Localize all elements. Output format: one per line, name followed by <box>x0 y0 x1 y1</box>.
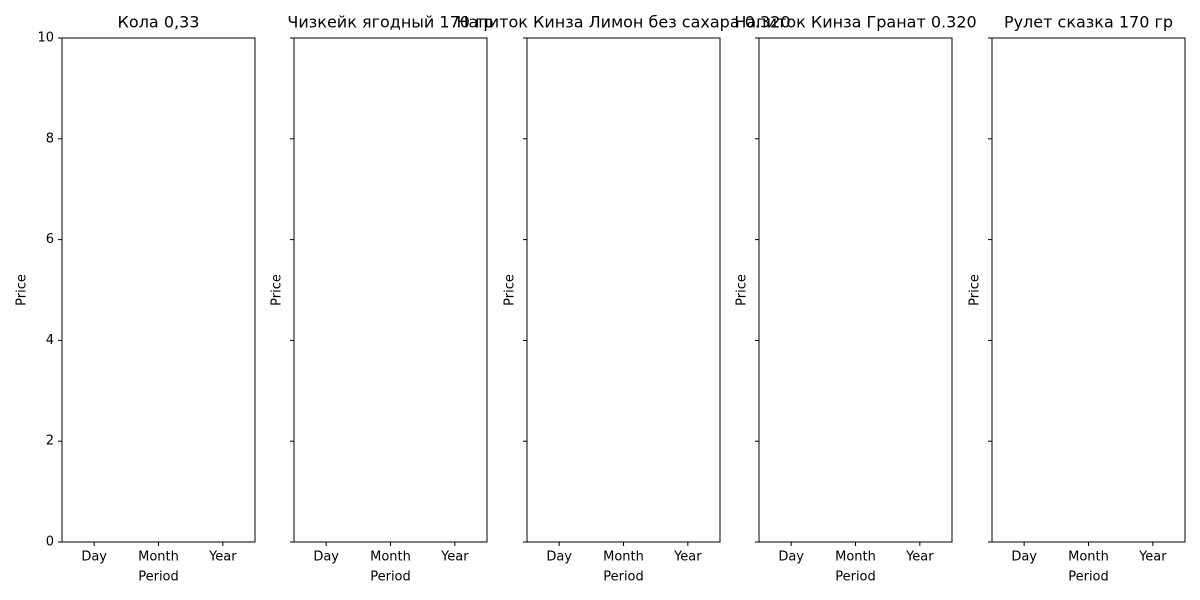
y-tick-label: 4 <box>46 333 54 348</box>
y-tick-label: 0 <box>46 535 54 550</box>
chart-title: Кола 0,33 <box>118 13 200 32</box>
x-axis-label: Period <box>370 570 411 585</box>
x-tick-label: Day <box>778 550 804 565</box>
y-axis-label: Price <box>968 274 983 306</box>
x-axis-label: Period <box>1068 570 1109 585</box>
axes-frame <box>61 37 256 543</box>
x-tick-label: Month <box>370 550 411 565</box>
x-tick-label: Year <box>208 550 237 565</box>
x-tick-label: Month <box>138 550 179 565</box>
y-tick-label: 8 <box>46 131 54 146</box>
x-tick-label: Day <box>546 550 572 565</box>
chart-title: Рулет сказка 170 гр <box>1004 13 1173 32</box>
y-axis-label: Price <box>735 274 750 306</box>
y-tick-label: 2 <box>46 434 54 449</box>
y-axis-label: Price <box>15 274 30 306</box>
x-tick-label: Day <box>81 550 107 565</box>
axes-frame <box>991 37 1186 543</box>
x-tick-label: Month <box>603 550 644 565</box>
x-tick-label: Month <box>1068 550 1109 565</box>
y-axis-label: Price <box>503 274 518 306</box>
x-tick-label: Day <box>1011 550 1037 565</box>
x-tick-label: Year <box>440 550 469 565</box>
x-tick-label: Year <box>1138 550 1167 565</box>
x-axis-label: Period <box>835 570 876 585</box>
y-tick-label: 6 <box>46 232 54 247</box>
x-tick-label: Month <box>835 550 876 565</box>
chart-title: Напиток Кинза Лимон без сахара 0.320 <box>456 13 790 32</box>
axes-frame <box>758 37 953 543</box>
x-tick-label: Day <box>313 550 339 565</box>
y-axis-label: Price <box>270 274 285 306</box>
x-tick-label: Year <box>905 550 934 565</box>
axes-frame <box>293 37 488 543</box>
y-tick-label: 10 <box>37 31 54 46</box>
chart-title: Чизкейк ягодный 170 гр <box>287 13 493 32</box>
x-axis-label: Period <box>138 570 179 585</box>
axes-frame <box>526 37 721 543</box>
x-tick-label: Year <box>673 550 702 565</box>
x-axis-label: Period <box>603 570 644 585</box>
chart-title: Напиток Кинза Гранат 0.320 <box>734 13 976 32</box>
